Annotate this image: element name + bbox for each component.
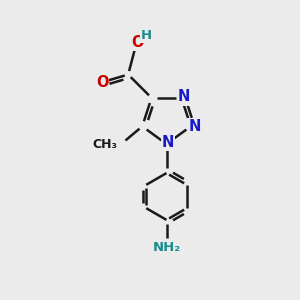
Text: O: O [96,74,108,89]
Text: H: H [141,29,152,42]
Text: N: N [178,89,190,104]
Text: O: O [131,35,143,50]
Text: N: N [188,119,200,134]
Text: CH₃: CH₃ [92,138,117,151]
Text: NH₂: NH₂ [152,241,181,254]
Text: N: N [162,135,174,150]
